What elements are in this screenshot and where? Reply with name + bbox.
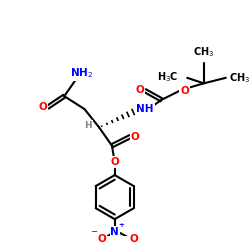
Text: H$_3$C: H$_3$C xyxy=(156,70,178,84)
Text: NH: NH xyxy=(136,104,154,114)
Text: H: H xyxy=(84,121,92,130)
Text: O: O xyxy=(180,86,189,96)
Text: O: O xyxy=(110,157,119,167)
Text: +: + xyxy=(118,222,124,228)
Text: N: N xyxy=(110,227,119,237)
Text: CH$_3$: CH$_3$ xyxy=(193,45,214,59)
Text: O: O xyxy=(130,234,138,244)
Text: O: O xyxy=(39,102,48,112)
Text: O: O xyxy=(135,85,144,95)
Text: −: − xyxy=(90,227,97,236)
Text: NH$_2$: NH$_2$ xyxy=(70,66,93,80)
Text: O: O xyxy=(130,132,139,141)
Text: CH$_3$: CH$_3$ xyxy=(230,71,250,85)
Text: O: O xyxy=(98,234,106,244)
